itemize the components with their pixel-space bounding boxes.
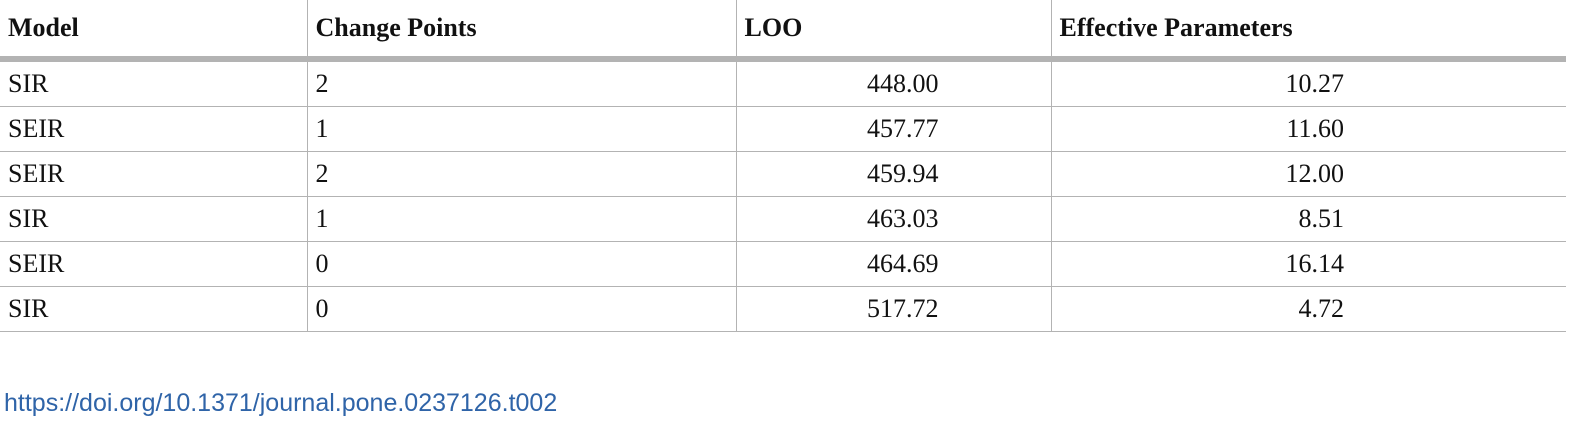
cell-change-points: 0 [306, 241, 736, 287]
cell-loo: 463.03 [735, 196, 1051, 242]
results-table: Model Change Points LOO Effective Parame… [0, 0, 1566, 332]
cell-loo: 459.94 [735, 151, 1051, 197]
cell-change-points: 2 [306, 59, 736, 107]
cell-effective-parameters: 4.72 [1050, 286, 1566, 332]
table-row: SIR 0 517.72 4.72 [0, 286, 1566, 332]
cell-change-points: 2 [306, 151, 736, 197]
cell-model: SIR [0, 59, 307, 107]
header-model: Model [0, 0, 307, 62]
cell-model: SEIR [0, 151, 307, 197]
cell-model: SIR [0, 286, 307, 332]
table-row: SIR 2 448.00 10.27 [0, 59, 1566, 107]
table-row: SIR 1 463.03 8.51 [0, 196, 1566, 242]
cell-effective-parameters: 11.60 [1050, 106, 1566, 152]
table-row: SEIR 2 459.94 12.00 [0, 151, 1566, 197]
doi-link[interactable]: https://doi.org/10.1371/journal.pone.023… [4, 389, 558, 417]
table-row: SEIR 0 464.69 16.14 [0, 241, 1566, 287]
cell-change-points: 1 [306, 196, 736, 242]
header-effective-parameters: Effective Parameters [1050, 0, 1566, 62]
cell-effective-parameters: 10.27 [1050, 59, 1566, 107]
cell-loo: 464.69 [735, 241, 1051, 287]
table-row: SEIR 1 457.77 11.60 [0, 106, 1566, 152]
cell-model: SEIR [0, 241, 307, 287]
results-table-container: Model Change Points LOO Effective Parame… [0, 0, 1566, 332]
table-header-row: Model Change Points LOO Effective Parame… [0, 0, 1566, 62]
header-loo: LOO [735, 0, 1051, 62]
header-change-points: Change Points [306, 0, 736, 62]
cell-effective-parameters: 8.51 [1050, 196, 1566, 242]
cell-effective-parameters: 12.00 [1050, 151, 1566, 197]
cell-loo: 517.72 [735, 286, 1051, 332]
cell-loo: 448.00 [735, 59, 1051, 107]
cell-loo: 457.77 [735, 106, 1051, 152]
cell-model: SIR [0, 196, 307, 242]
cell-change-points: 0 [306, 286, 736, 332]
cell-change-points: 1 [306, 106, 736, 152]
cell-effective-parameters: 16.14 [1050, 241, 1566, 287]
cell-model: SEIR [0, 106, 307, 152]
